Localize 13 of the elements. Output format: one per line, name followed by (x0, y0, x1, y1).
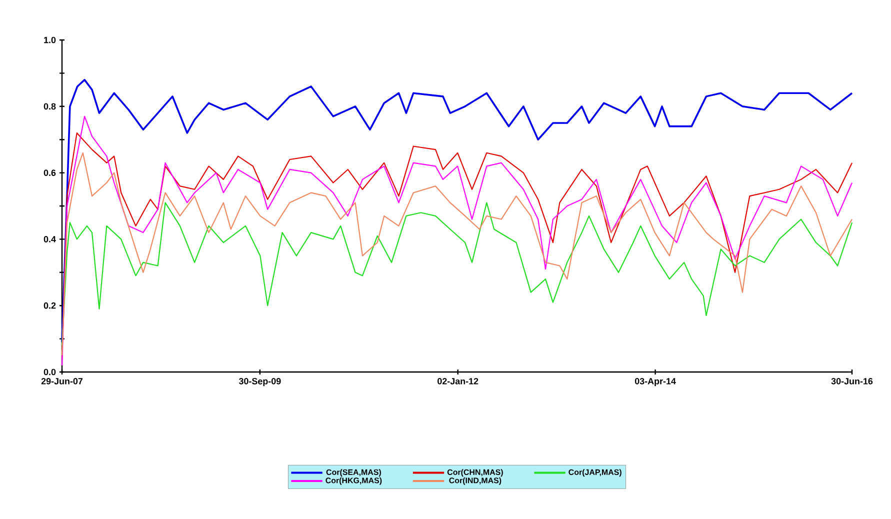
x-tick-label: 03-Apr-14 (634, 378, 676, 386)
x-tick-label: 29-Jun-07 (41, 378, 83, 384)
x-tick-label: 02-Jan-12 (438, 378, 478, 384)
line-series (61, 202, 853, 346)
y-tick-label: 0.8 (44, 103, 56, 110)
y-tick-label: 0.6 (44, 170, 56, 176)
y-tick-label: 1.0 (44, 36, 56, 44)
line-series (61, 78, 853, 344)
y-tick-label: 0.4 (44, 236, 56, 242)
y-tick-label: 0.2 (44, 302, 56, 309)
x-tick-label: 30-Sep-09 (238, 378, 281, 386)
x-tick-label: 30-Jun-16 (831, 378, 873, 384)
y-tick-label: 0.0 (44, 368, 56, 376)
